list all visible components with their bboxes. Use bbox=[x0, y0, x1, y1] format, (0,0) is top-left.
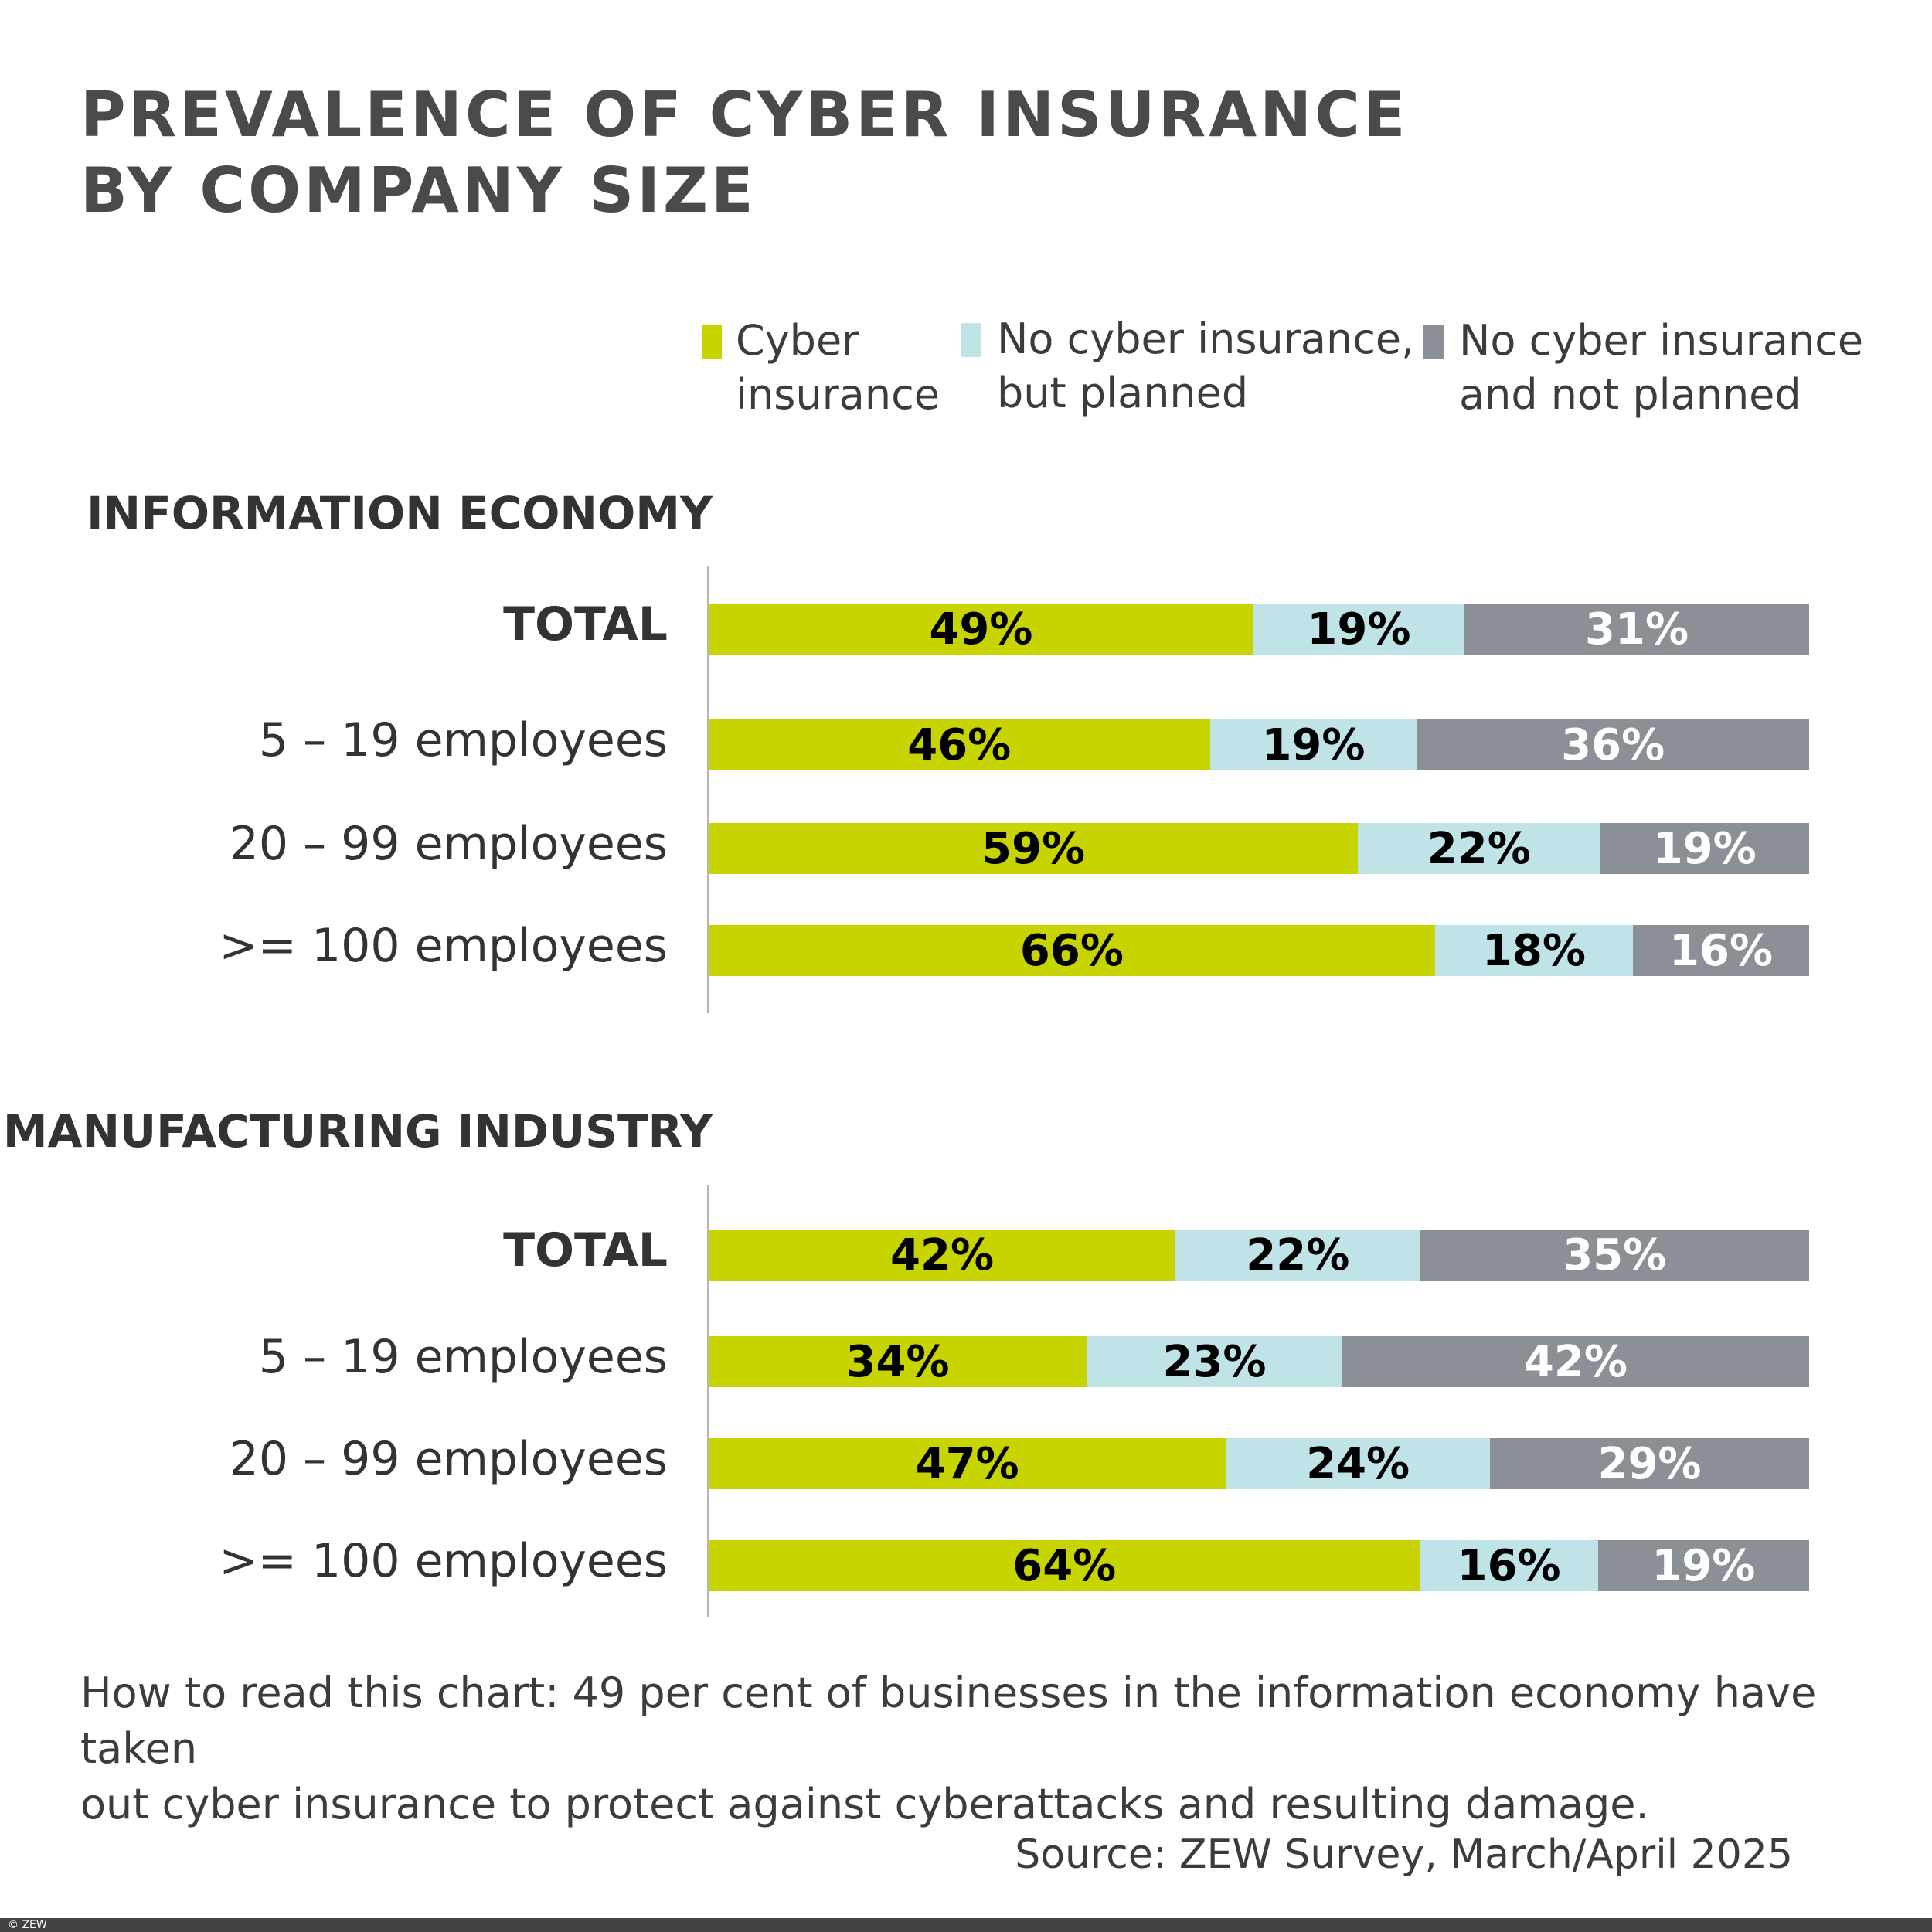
panel-title-manufacturing: MANUFACTURING INDUSTRY bbox=[2, 1105, 713, 1158]
data-label: 46% bbox=[907, 719, 1012, 770]
axis-line-manufacturing bbox=[707, 1185, 709, 1617]
category-label: 5 – 19 employees bbox=[258, 1330, 668, 1384]
data-label: 59% bbox=[981, 823, 1086, 874]
bar-segment: 18% bbox=[1434, 925, 1634, 976]
bar-segment: 36% bbox=[1417, 719, 1809, 770]
bar-segment: 19% bbox=[1597, 1540, 1809, 1591]
data-label: 49% bbox=[929, 604, 1033, 655]
bar-segment: 31% bbox=[1464, 604, 1809, 655]
legend-text: Cyber bbox=[736, 316, 859, 365]
bar-segment: 59% bbox=[709, 823, 1359, 874]
note-line: How to read this chart: 49 per cent of b… bbox=[80, 1668, 1817, 1773]
legend-text: but planned bbox=[997, 369, 1249, 417]
axis-line-information bbox=[707, 566, 709, 1013]
data-label: 23% bbox=[1162, 1336, 1267, 1387]
bar-segment: 42% bbox=[709, 1230, 1176, 1281]
category-label: >= 100 employees bbox=[219, 919, 668, 973]
source-text: Source: ZEW Survey, March/April 2025 bbox=[1015, 1832, 1793, 1878]
data-label: 29% bbox=[1597, 1438, 1702, 1489]
bar-segment: 19% bbox=[1600, 823, 1809, 874]
category-label: 5 – 19 employees bbox=[258, 713, 668, 767]
bar-segment: 22% bbox=[1175, 1230, 1420, 1281]
legend-text: insurance bbox=[736, 370, 940, 419]
how-to-read-note: How to read this chart: 49 per cent of b… bbox=[80, 1665, 1932, 1832]
bar-segment: 42% bbox=[1342, 1336, 1809, 1387]
title-line-2: BY COMPANY SIZE bbox=[80, 155, 757, 226]
legend-item-not-planned: No cyber insurance and not planned bbox=[1459, 314, 1863, 422]
category-label: TOTAL bbox=[503, 597, 668, 651]
data-label: 35% bbox=[1563, 1230, 1667, 1281]
chart-title: PREVALENCE OF CYBER INSURANCE BY COMPANY… bbox=[80, 77, 1408, 229]
bar-segment: 46% bbox=[709, 719, 1210, 770]
bar-segment: 24% bbox=[1226, 1438, 1491, 1489]
panel-title-information-economy: INFORMATION ECONOMY bbox=[86, 487, 713, 539]
legend-text: No cyber insurance, bbox=[997, 315, 1415, 363]
bar-segment: 29% bbox=[1490, 1438, 1809, 1489]
data-label: 22% bbox=[1246, 1230, 1350, 1281]
data-label: 66% bbox=[1019, 925, 1124, 976]
bar-segment: 19% bbox=[1253, 604, 1465, 655]
legend-item-planned: No cyber insurance, but planned bbox=[997, 312, 1414, 420]
data-label: 64% bbox=[1012, 1540, 1117, 1591]
bar-segment: 19% bbox=[1209, 719, 1417, 770]
data-label: 47% bbox=[915, 1438, 1019, 1489]
note-line: out cyber insurance to protect against c… bbox=[80, 1780, 1649, 1828]
category-label: TOTAL bbox=[503, 1223, 668, 1277]
data-label: 18% bbox=[1481, 925, 1586, 976]
data-label: 19% bbox=[1307, 604, 1411, 655]
data-label: 19% bbox=[1261, 719, 1366, 770]
data-label: 22% bbox=[1427, 823, 1531, 874]
data-label: 42% bbox=[890, 1230, 995, 1281]
data-label: 16% bbox=[1457, 1540, 1561, 1591]
category-label: 20 – 99 employees bbox=[229, 817, 668, 871]
bar-segment: 22% bbox=[1358, 823, 1600, 874]
bar-segment: 49% bbox=[709, 604, 1253, 655]
bar-segment: 34% bbox=[709, 1336, 1087, 1387]
legend-swatch-not-planned bbox=[1423, 325, 1444, 359]
data-label: 31% bbox=[1585, 604, 1689, 655]
legend-item-cyber: Cyber insurance bbox=[736, 314, 940, 422]
legend-swatch-cyber bbox=[702, 325, 722, 359]
bar-segment: 16% bbox=[1633, 925, 1809, 976]
legend-text: No cyber insurance bbox=[1459, 316, 1864, 365]
category-label: 20 – 99 employees bbox=[229, 1432, 668, 1486]
bar-segment: 16% bbox=[1420, 1540, 1598, 1591]
bar-segment: 47% bbox=[709, 1438, 1226, 1489]
legend-swatch-planned bbox=[961, 323, 981, 357]
bar-segment: 64% bbox=[709, 1540, 1420, 1591]
category-label: >= 100 employees bbox=[219, 1534, 668, 1588]
data-label: 16% bbox=[1669, 925, 1774, 976]
copyright-footer: © ZEW bbox=[0, 1918, 1932, 1932]
bar-segment: 66% bbox=[709, 925, 1435, 976]
data-label: 34% bbox=[845, 1336, 950, 1387]
data-label: 19% bbox=[1651, 1540, 1756, 1591]
data-label: 24% bbox=[1306, 1438, 1410, 1489]
legend-text: and not planned bbox=[1459, 370, 1801, 419]
bar-segment: 23% bbox=[1087, 1336, 1342, 1387]
data-label: 19% bbox=[1652, 823, 1757, 874]
bar-segment: 35% bbox=[1420, 1230, 1809, 1281]
data-label: 36% bbox=[1561, 719, 1665, 770]
data-label: 42% bbox=[1523, 1336, 1628, 1387]
title-line-1: PREVALENCE OF CYBER INSURANCE bbox=[80, 79, 1409, 151]
